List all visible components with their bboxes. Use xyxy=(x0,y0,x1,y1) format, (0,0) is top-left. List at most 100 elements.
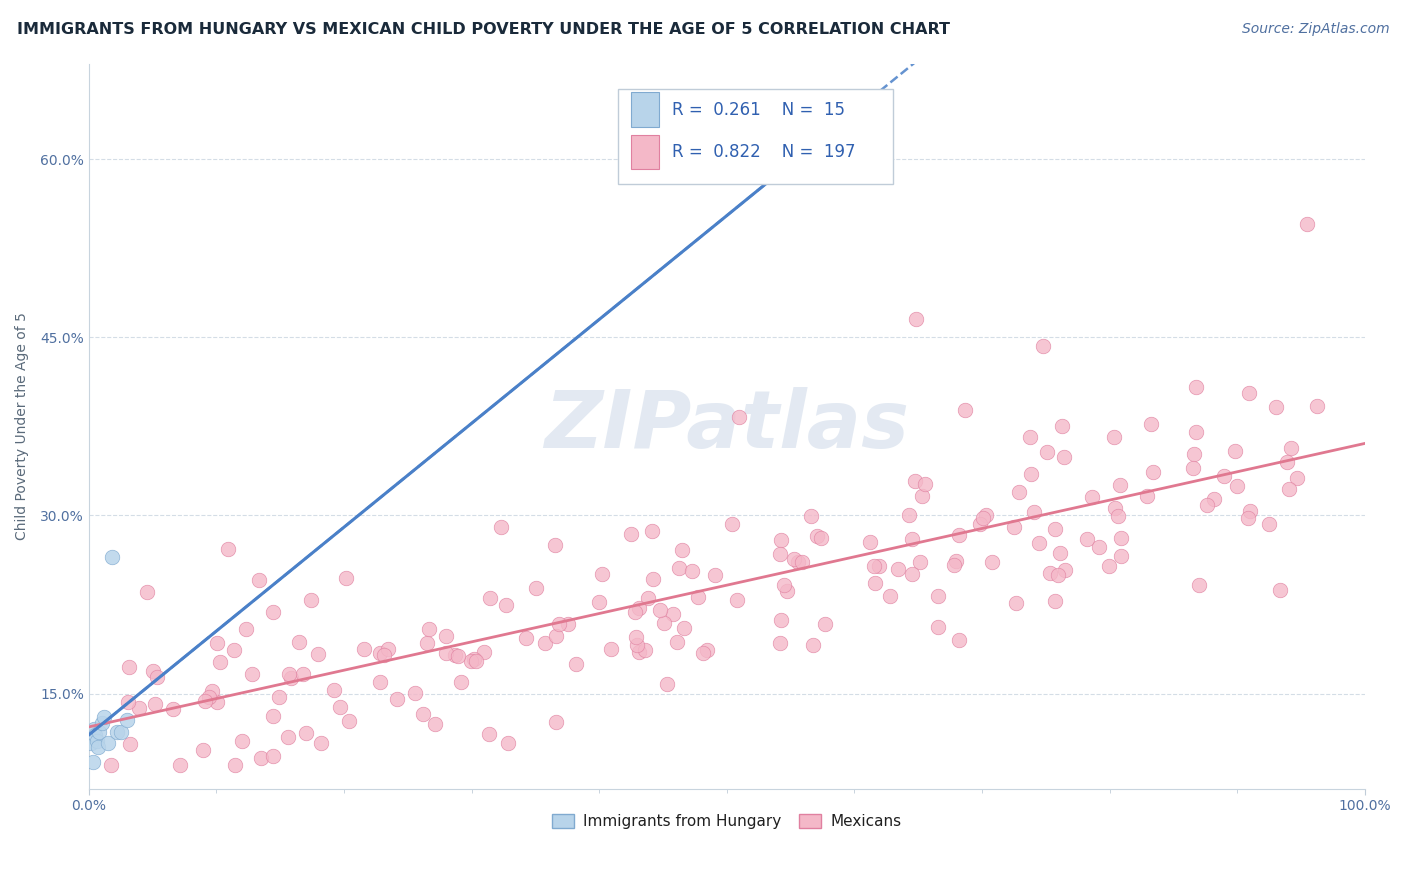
Point xyxy=(910,555,932,569)
FancyBboxPatch shape xyxy=(619,89,893,184)
Point xyxy=(721,517,744,532)
Point xyxy=(865,575,887,590)
Point xyxy=(423,717,446,731)
Point xyxy=(911,489,934,503)
Point xyxy=(862,558,884,573)
Point xyxy=(434,646,457,660)
Point xyxy=(728,410,751,425)
Point xyxy=(565,657,588,672)
Point xyxy=(662,607,685,621)
Point xyxy=(544,537,567,551)
Point xyxy=(515,632,537,646)
Point xyxy=(373,648,395,663)
Point xyxy=(1076,533,1098,547)
Point xyxy=(489,520,512,534)
Point xyxy=(240,667,263,681)
Point xyxy=(886,562,908,576)
Point xyxy=(87,724,110,739)
Point xyxy=(110,724,132,739)
Point xyxy=(1185,380,1208,394)
Point xyxy=(418,622,440,636)
Point xyxy=(169,757,191,772)
Point xyxy=(557,617,579,632)
Point xyxy=(443,648,465,662)
Point xyxy=(1197,498,1219,512)
Text: IMMIGRANTS FROM HUNGARY VS MEXICAN CHILD POVERTY UNDER THE AGE OF 5 CORRELATION : IMMIGRANTS FROM HUNGARY VS MEXICAN CHILD… xyxy=(17,22,950,37)
Point xyxy=(898,508,921,523)
Point xyxy=(972,511,994,525)
Point xyxy=(1045,594,1067,608)
Point xyxy=(976,508,998,523)
Point xyxy=(943,558,966,573)
Point xyxy=(117,695,139,709)
Point xyxy=(692,646,714,660)
Point xyxy=(548,616,571,631)
Point xyxy=(105,724,128,739)
Point xyxy=(262,709,284,723)
Point xyxy=(1275,455,1298,469)
Point xyxy=(779,158,801,172)
Point xyxy=(787,555,810,569)
Point xyxy=(377,642,399,657)
Point xyxy=(1306,399,1329,413)
Point xyxy=(1182,447,1205,461)
Point xyxy=(142,664,165,678)
Point xyxy=(879,589,901,603)
Point xyxy=(84,728,107,742)
Point xyxy=(626,638,648,652)
Point xyxy=(1285,471,1308,485)
Point xyxy=(1226,478,1249,492)
Point xyxy=(955,403,977,417)
Point xyxy=(93,710,115,724)
Point xyxy=(904,311,927,326)
Point xyxy=(1080,490,1102,504)
Point xyxy=(87,739,110,754)
Point xyxy=(1279,441,1302,455)
Legend: Immigrants from Hungary, Mexicans: Immigrants from Hungary, Mexicans xyxy=(547,807,907,835)
Point xyxy=(1257,517,1279,532)
Point xyxy=(599,641,621,656)
Point xyxy=(1046,567,1069,582)
Point xyxy=(1237,511,1260,525)
Point xyxy=(224,757,246,772)
Point xyxy=(1108,478,1130,492)
Point xyxy=(770,613,793,627)
Point xyxy=(623,605,645,619)
Text: R =  0.822    N =  197: R = 0.822 N = 197 xyxy=(672,143,855,161)
Point xyxy=(671,543,693,558)
Point xyxy=(1184,425,1206,439)
Point xyxy=(217,542,239,557)
Point xyxy=(1050,419,1073,434)
Point xyxy=(101,549,124,564)
Point xyxy=(806,529,828,543)
Point xyxy=(1212,468,1234,483)
Point xyxy=(1296,218,1319,232)
Point xyxy=(1054,563,1077,577)
Point xyxy=(194,694,217,708)
Point xyxy=(280,671,302,685)
Text: R =  0.261    N =  15: R = 0.261 N = 15 xyxy=(672,101,845,119)
Point xyxy=(477,727,499,741)
Point xyxy=(1005,596,1028,610)
Point xyxy=(637,591,659,605)
Point xyxy=(198,690,221,704)
Point xyxy=(136,585,159,599)
Point xyxy=(460,654,482,668)
Point xyxy=(1223,443,1246,458)
Point xyxy=(90,716,112,731)
Point xyxy=(1019,467,1042,482)
Point xyxy=(450,675,472,690)
Point xyxy=(368,646,391,660)
Point xyxy=(1142,465,1164,479)
Point xyxy=(696,643,718,657)
Point xyxy=(201,684,224,698)
Text: Source: ZipAtlas.com: Source: ZipAtlas.com xyxy=(1241,22,1389,37)
Point xyxy=(335,571,357,585)
Point xyxy=(329,699,352,714)
Point xyxy=(800,508,823,523)
Point xyxy=(222,643,245,657)
Point xyxy=(1107,508,1129,523)
Point xyxy=(652,615,675,630)
Point xyxy=(1049,546,1071,560)
Point xyxy=(948,528,970,542)
